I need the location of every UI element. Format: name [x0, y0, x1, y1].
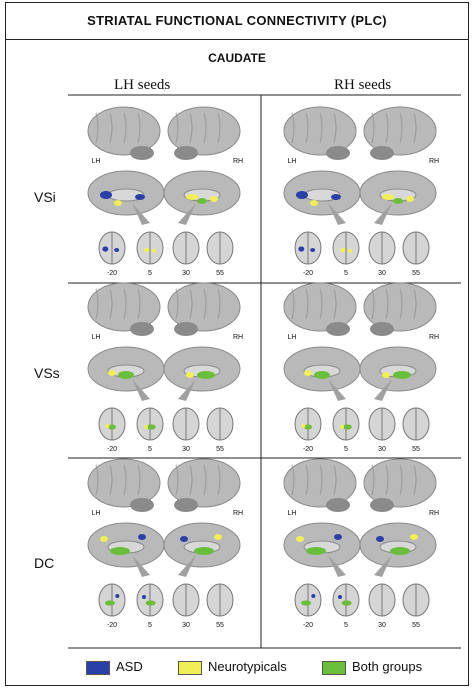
axial-label-55-dc-lh: 55: [216, 622, 224, 629]
axial-label-55-vss-lh: 55: [216, 446, 224, 453]
axial-30-vss-lh: [172, 407, 200, 441]
medial-left-dc-rh: [283, 522, 361, 577]
lateral-right-dc-lh: [167, 458, 241, 512]
lateral-left-vss-lh: [87, 282, 161, 336]
axial--20-vss-lh: [98, 407, 126, 441]
axial-label-5-vsi-rh: 5: [344, 270, 348, 277]
lateral-left-vsi-rh: [283, 106, 357, 160]
legend-label-neurotypicals: Neurotypicals: [208, 659, 287, 674]
axial-label-30-dc-rh: 30: [378, 622, 386, 629]
axial--20-dc-lh: [98, 583, 126, 617]
lateral-left-dc-lh: [87, 458, 161, 512]
column-header-lh: LH seeds: [114, 77, 171, 93]
axial-label-30-dc-lh: 30: [182, 622, 190, 629]
lateral-left-dc-rh: [283, 458, 357, 512]
axial-5-vsi-rh: [332, 231, 360, 265]
hemi-label-lh-vsi-rh: LH: [288, 158, 297, 165]
medial-left-vss-rh: [283, 346, 361, 401]
axial-5-dc-rh: [332, 583, 360, 617]
hemi-label-rh-dc-lh: RH: [233, 510, 243, 517]
hemi-label-lh-dc-lh: LH: [92, 510, 101, 517]
medial-left-dc-lh: [87, 522, 165, 577]
axial-30-vsi-rh: [368, 231, 396, 265]
axial-label-30-vss-rh: 30: [378, 446, 386, 453]
hemi-label-lh-vss-rh: LH: [288, 334, 297, 341]
lateral-left-vsi-lh: [87, 106, 161, 160]
axial-label--20-vsi-lh: -20: [107, 270, 117, 277]
medial-left-vsi-rh: [283, 170, 361, 225]
hemi-label-lh-vsi-lh: LH: [92, 158, 101, 165]
legend-label-asd: ASD: [116, 659, 143, 674]
axial-label--20-vss-lh: -20: [107, 446, 117, 453]
figure-panel: STRIATAL FUNCTIONAL CONNECTIVITY (PLC) C…: [5, 2, 469, 686]
axial-30-dc-lh: [172, 583, 200, 617]
axial-label-55-vsi-lh: 55: [216, 270, 224, 277]
axial-5-vss-rh: [332, 407, 360, 441]
axial-label--20-vsi-rh: -20: [303, 270, 313, 277]
medial-right-vss-lh: [163, 346, 241, 401]
medial-right-vsi-lh: [163, 170, 241, 225]
axial-label-5-vsi-lh: 5: [148, 270, 152, 277]
row-label-vsi: VSi: [34, 189, 56, 205]
axial--20-vsi-rh: [294, 231, 322, 265]
axial-30-vss-rh: [368, 407, 396, 441]
row-label-vss: VSs: [34, 365, 60, 381]
axial-label--20-dc-rh: -20: [303, 622, 313, 629]
hemi-label-lh-dc-rh: LH: [288, 510, 297, 517]
figure-subtitle: CAUDATE: [208, 51, 266, 65]
axial-55-vsi-rh: [402, 231, 430, 265]
hemi-label-rh-vss-rh: RH: [429, 334, 439, 341]
legend-label-both: Both groups: [352, 659, 423, 674]
medial-left-vss-lh: [87, 346, 165, 401]
legend-swatch-asd: [86, 661, 110, 675]
axial-label-30-vsi-lh: 30: [182, 270, 190, 277]
hemi-label-lh-vss-lh: LH: [92, 334, 101, 341]
axial-label-5-dc-rh: 5: [344, 622, 348, 629]
axial-label-55-vsi-rh: 55: [412, 270, 420, 277]
row-label-dc: DC: [34, 555, 55, 571]
medial-left-vsi-lh: [87, 170, 165, 225]
axial-label-5-vss-rh: 5: [344, 446, 348, 453]
medial-right-dc-rh: [359, 522, 437, 577]
lateral-right-dc-rh: [363, 458, 437, 512]
hemi-label-rh-dc-rh: RH: [429, 510, 439, 517]
axial-label--20-dc-lh: -20: [107, 622, 117, 629]
axial--20-dc-rh: [294, 583, 322, 617]
figure-title: STRIATAL FUNCTIONAL CONNECTIVITY (PLC): [6, 3, 468, 40]
axial-5-dc-lh: [136, 583, 164, 617]
column-header-rh: RH seeds: [334, 77, 392, 93]
hemi-label-rh-vss-lh: RH: [233, 334, 243, 341]
medial-right-dc-lh: [163, 522, 241, 577]
axial-label-5-vss-lh: 5: [148, 446, 152, 453]
axial-55-dc-rh: [402, 583, 430, 617]
axial-55-vss-lh: [206, 407, 234, 441]
medial-right-vsi-rh: [359, 170, 437, 225]
lateral-right-vss-lh: [167, 282, 241, 336]
lateral-right-vsi-rh: [363, 106, 437, 160]
axial-30-dc-rh: [368, 583, 396, 617]
hemi-label-rh-vsi-lh: RH: [233, 158, 243, 165]
axial-label-30-vsi-rh: 30: [378, 270, 386, 277]
lateral-right-vss-rh: [363, 282, 437, 336]
axial-30-vsi-lh: [172, 231, 200, 265]
legend-swatch-neurotypicals: [178, 661, 202, 675]
legend-swatch-both: [322, 661, 346, 675]
lateral-left-vss-rh: [283, 282, 357, 336]
axial-label-30-vss-lh: 30: [182, 446, 190, 453]
axial-5-vss-lh: [136, 407, 164, 441]
lateral-right-vsi-lh: [167, 106, 241, 160]
axial-55-vsi-lh: [206, 231, 234, 265]
axial-label-55-dc-rh: 55: [412, 622, 420, 629]
hemi-label-rh-vsi-rh: RH: [429, 158, 439, 165]
axial-55-dc-lh: [206, 583, 234, 617]
axial-label-55-vss-rh: 55: [412, 446, 420, 453]
axial-55-vss-rh: [402, 407, 430, 441]
axial-label--20-vss-rh: -20: [303, 446, 313, 453]
axial-label-5-dc-lh: 5: [148, 622, 152, 629]
axial-5-vsi-lh: [136, 231, 164, 265]
axial--20-vss-rh: [294, 407, 322, 441]
axial--20-vsi-lh: [98, 231, 126, 265]
medial-right-vss-rh: [359, 346, 437, 401]
